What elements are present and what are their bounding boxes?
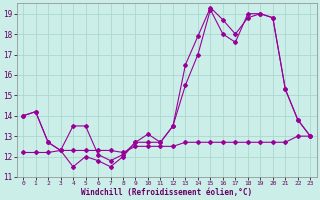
X-axis label: Windchill (Refroidissement éolien,°C): Windchill (Refroidissement éolien,°C): [81, 188, 252, 197]
